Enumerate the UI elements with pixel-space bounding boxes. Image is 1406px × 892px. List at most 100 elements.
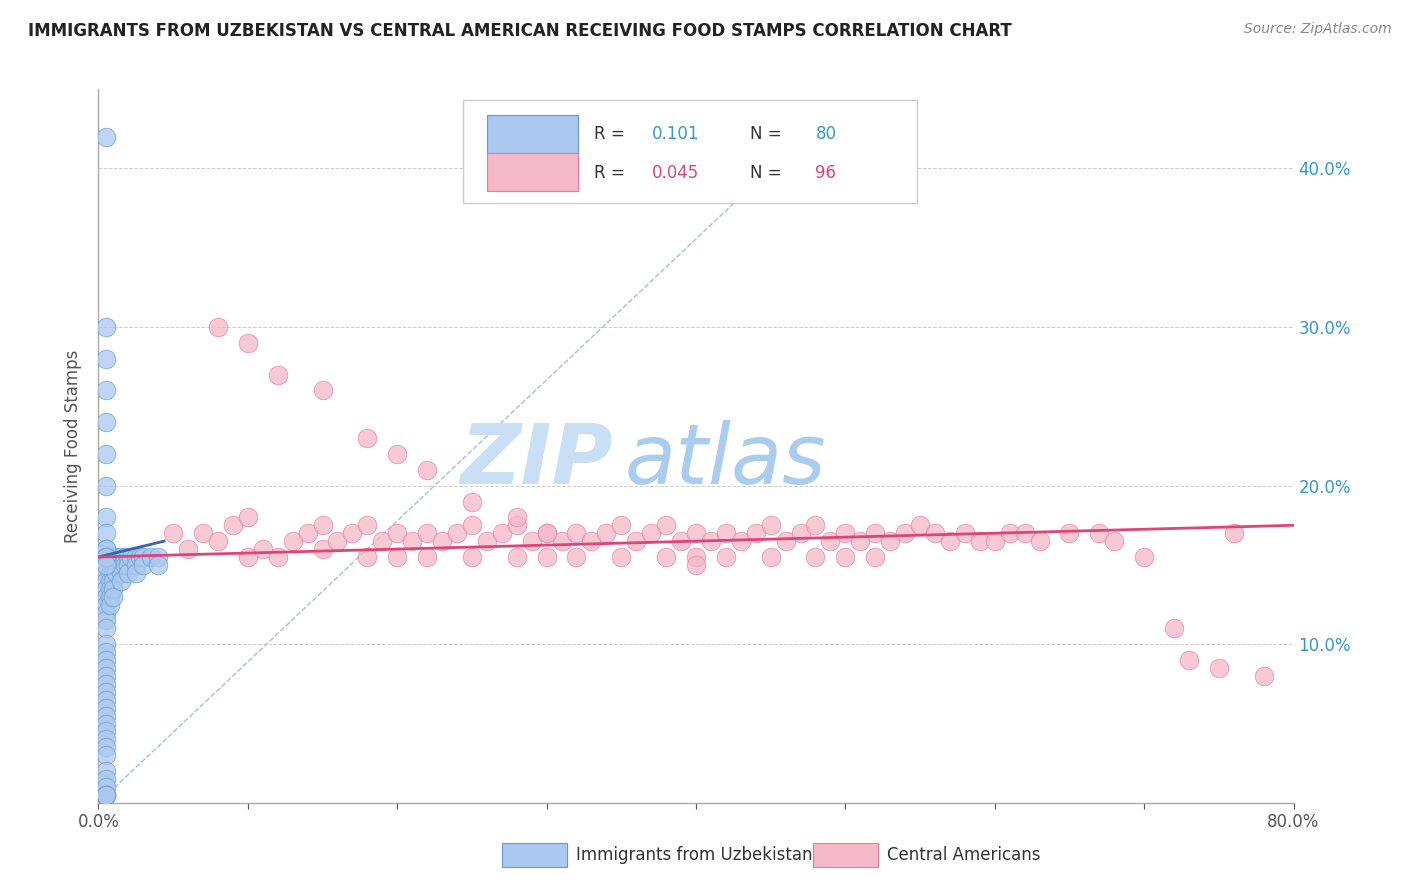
Text: ZIP: ZIP xyxy=(460,420,613,500)
Point xyxy=(125,558,148,572)
Point xyxy=(371,534,394,549)
Point xyxy=(94,598,117,612)
Point xyxy=(94,606,117,620)
Point xyxy=(162,526,184,541)
Point xyxy=(626,534,648,549)
Point xyxy=(998,526,1021,541)
Point xyxy=(129,549,152,564)
Point xyxy=(416,526,439,541)
Point xyxy=(356,549,378,564)
Text: atlas: atlas xyxy=(624,420,825,500)
Point xyxy=(177,542,200,557)
Point xyxy=(117,549,139,564)
Point xyxy=(94,320,117,334)
Point xyxy=(640,526,662,541)
Point xyxy=(461,549,484,564)
Point xyxy=(132,549,155,564)
Point xyxy=(94,645,117,659)
Point xyxy=(506,510,529,524)
Point xyxy=(610,518,633,533)
Point xyxy=(565,526,588,541)
Point xyxy=(416,463,439,477)
Point xyxy=(759,518,782,533)
Point xyxy=(804,518,827,533)
Point xyxy=(1253,669,1275,683)
Point xyxy=(1163,621,1185,635)
Point xyxy=(536,526,558,541)
Point xyxy=(595,526,617,541)
Point xyxy=(356,518,378,533)
Point xyxy=(236,510,259,524)
Point xyxy=(506,549,529,564)
Point xyxy=(311,384,333,398)
Point xyxy=(114,549,136,564)
Point xyxy=(820,534,842,549)
Point xyxy=(311,518,333,533)
Point xyxy=(730,534,752,549)
Point xyxy=(252,542,274,557)
Text: 0.045: 0.045 xyxy=(652,164,699,182)
Point xyxy=(94,788,117,802)
Point xyxy=(98,590,122,604)
Point xyxy=(125,549,148,564)
Point xyxy=(865,549,887,564)
Point xyxy=(953,526,976,541)
Point xyxy=(908,518,931,533)
Point xyxy=(103,549,125,564)
Point xyxy=(105,566,128,580)
Point xyxy=(94,724,117,739)
Point xyxy=(94,788,117,802)
Point xyxy=(475,534,498,549)
Point xyxy=(94,582,117,596)
Point xyxy=(94,478,117,492)
Point xyxy=(1223,526,1246,541)
Point xyxy=(94,621,117,635)
Text: R =: R = xyxy=(595,125,630,143)
Point xyxy=(103,582,125,596)
Point xyxy=(745,526,768,541)
Point xyxy=(94,384,117,398)
Point xyxy=(125,566,148,580)
Point xyxy=(461,494,484,508)
Point xyxy=(430,534,453,549)
FancyBboxPatch shape xyxy=(502,843,567,867)
Point xyxy=(385,549,409,564)
Point xyxy=(1133,549,1156,564)
Text: Source: ZipAtlas.com: Source: ZipAtlas.com xyxy=(1244,22,1392,37)
Point xyxy=(759,549,782,564)
Point xyxy=(969,534,991,549)
Point xyxy=(1088,526,1111,541)
Point xyxy=(98,582,122,596)
Point xyxy=(714,549,737,564)
Point xyxy=(94,351,117,366)
Point xyxy=(94,549,117,564)
Point xyxy=(446,526,468,541)
Point xyxy=(103,566,125,580)
Point xyxy=(267,368,290,382)
Point xyxy=(139,549,162,564)
Point xyxy=(148,558,170,572)
Point xyxy=(94,614,117,628)
Point xyxy=(94,716,117,731)
Point xyxy=(207,534,229,549)
Point xyxy=(700,534,723,549)
Point xyxy=(267,549,290,564)
Point xyxy=(98,549,122,564)
Point xyxy=(581,534,603,549)
Point xyxy=(191,526,214,541)
Point xyxy=(94,748,117,763)
Point xyxy=(110,558,132,572)
Point xyxy=(114,558,136,572)
Point xyxy=(865,526,887,541)
Point xyxy=(669,534,692,549)
Point xyxy=(924,526,946,541)
Point xyxy=(94,708,117,723)
Point xyxy=(207,320,229,334)
Point xyxy=(110,574,132,588)
Point xyxy=(236,335,259,350)
Point xyxy=(834,549,856,564)
Point xyxy=(685,558,707,572)
Point xyxy=(1059,526,1081,541)
Point xyxy=(685,549,707,564)
Point xyxy=(98,574,122,588)
